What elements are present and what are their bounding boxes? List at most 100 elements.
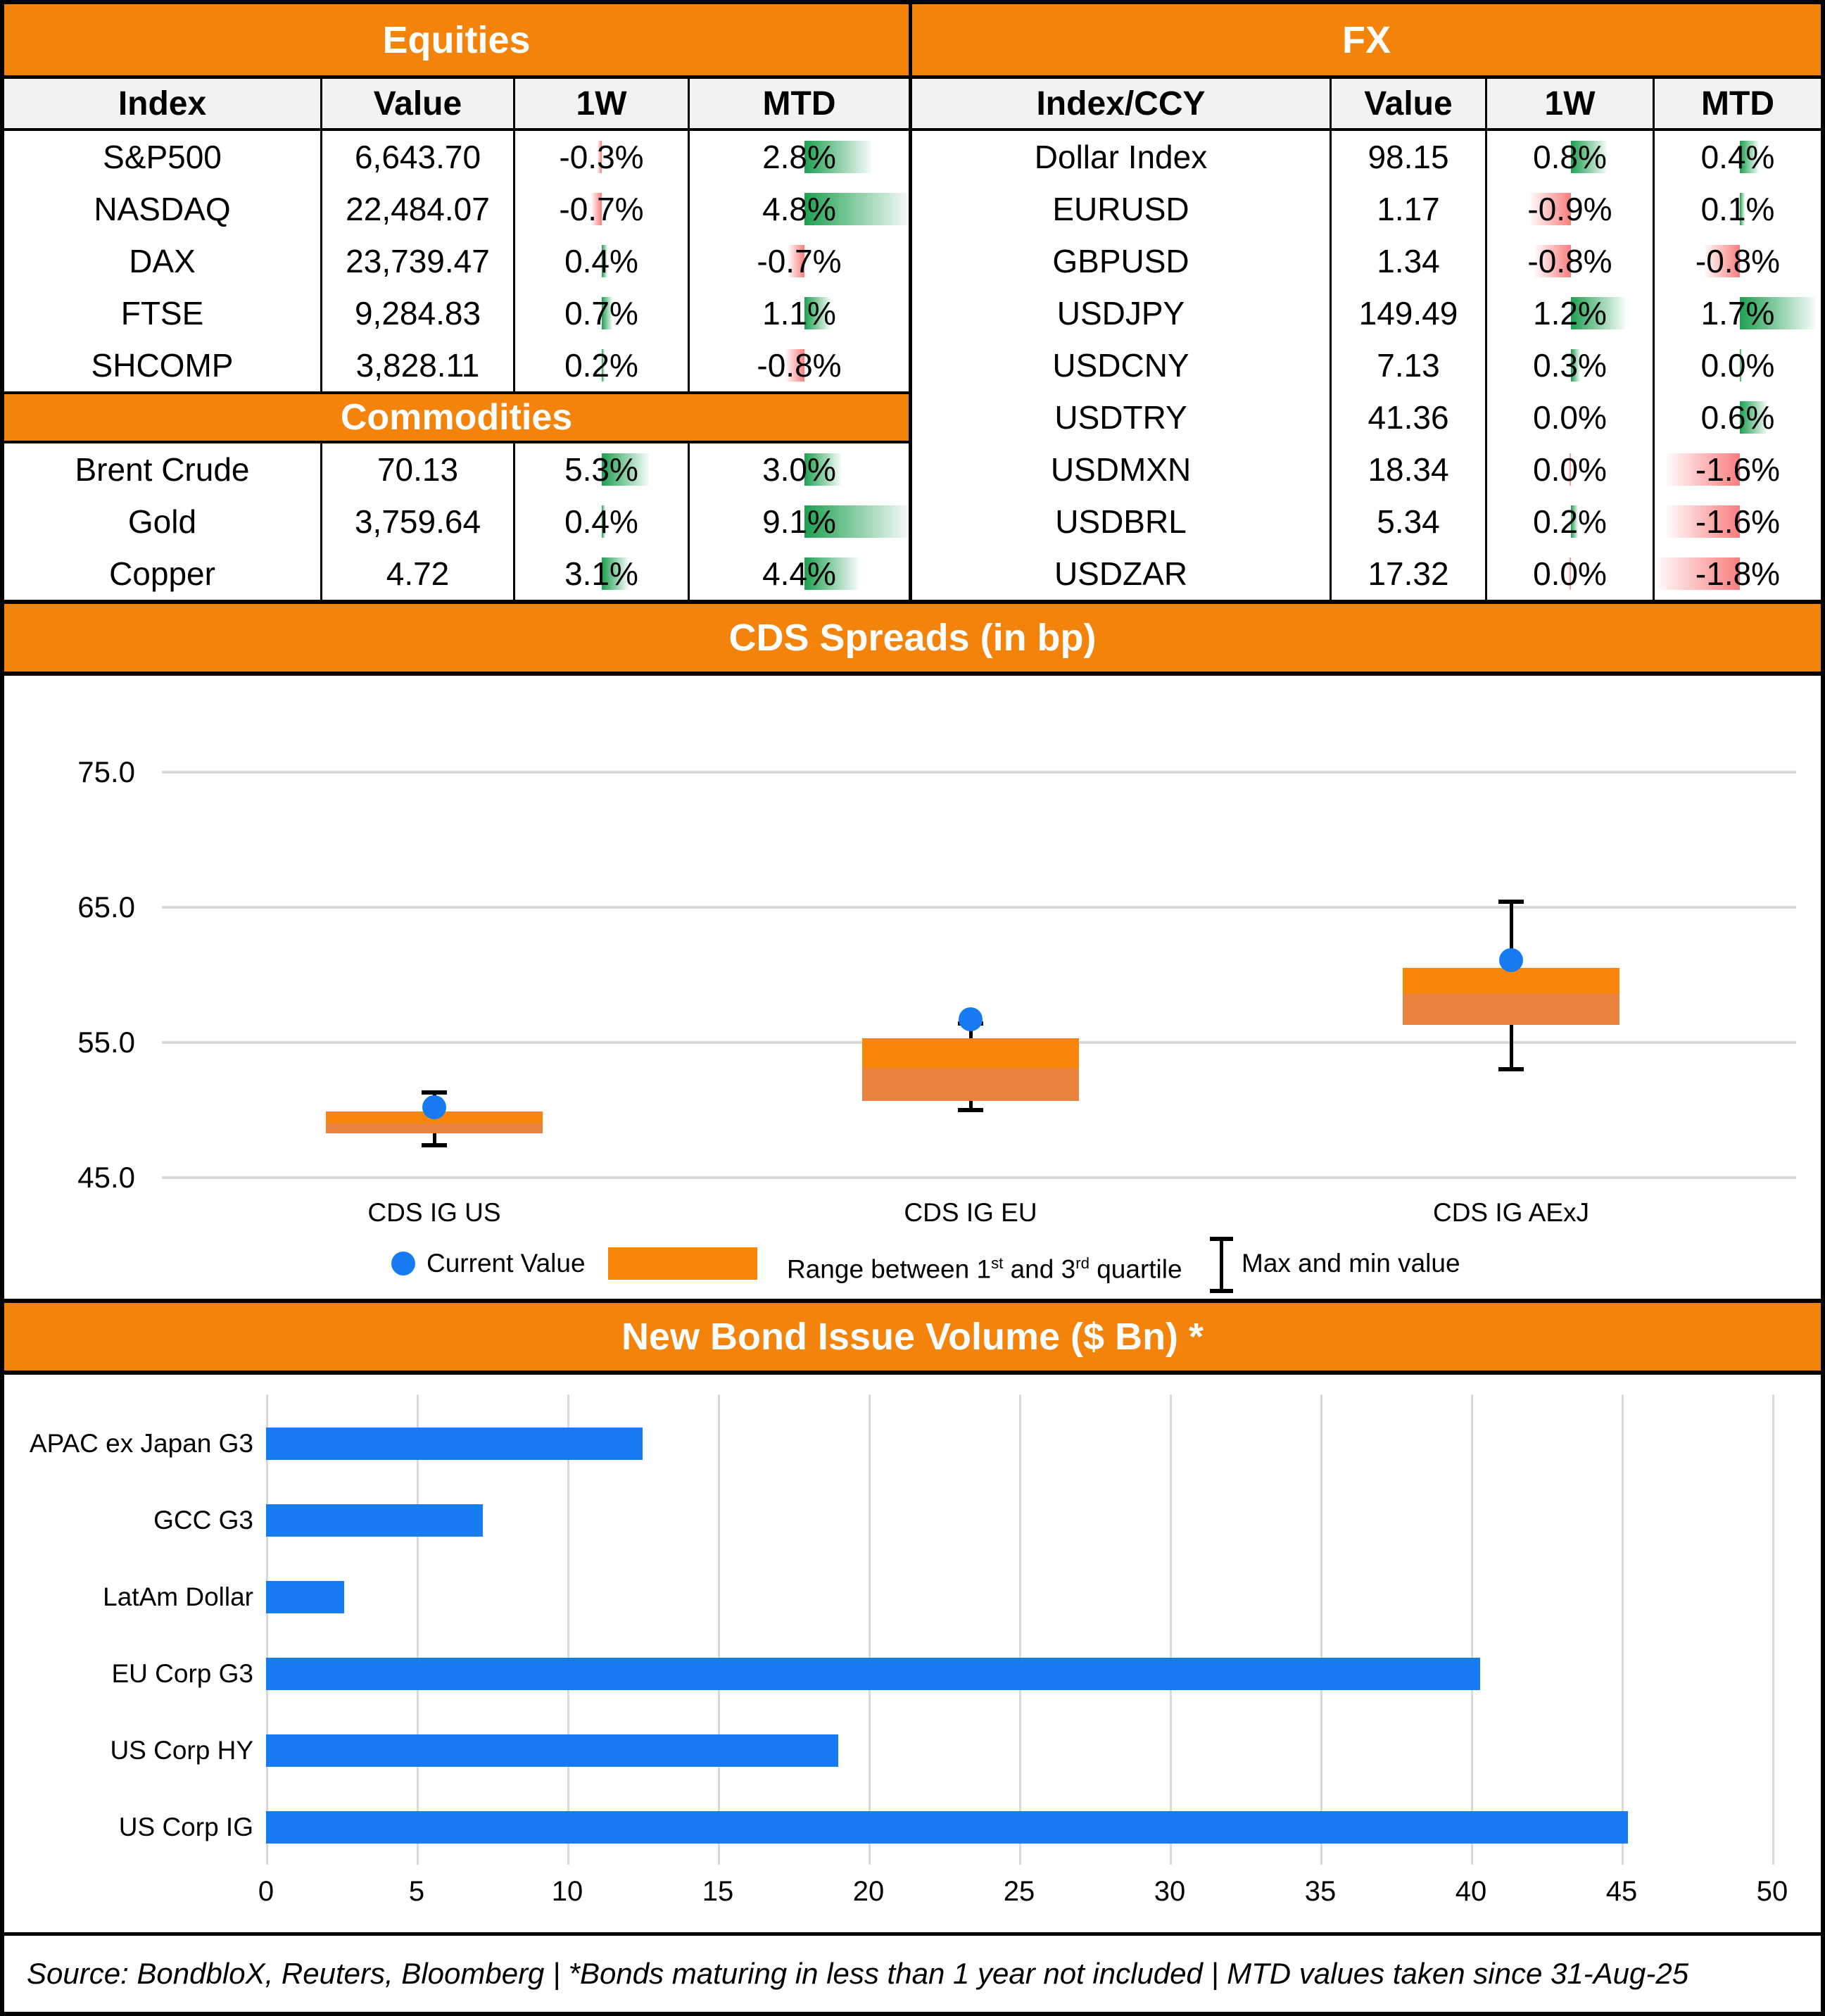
column-header: 1W	[1487, 79, 1655, 128]
y-axis-tick-label: 55.0	[77, 1026, 135, 1059]
percent-cell: 0.3%	[1487, 339, 1655, 391]
instrument-value: 4.72	[322, 548, 515, 600]
table-row: USDCNY 7.13 0.3% 0.0%	[912, 339, 1821, 391]
positive-data-bar	[1571, 141, 1607, 173]
quartile-box-lower	[326, 1123, 543, 1133]
negative-data-bar	[591, 193, 602, 225]
x-axis-tick-label: 15	[702, 1876, 734, 1907]
table-row: USDBRL 5.34 0.2% -1.6%	[912, 496, 1821, 548]
instrument-value: 9,284.83	[322, 287, 515, 339]
percent-cell: 0.4%	[1655, 131, 1821, 183]
column-header: Value	[1332, 79, 1487, 128]
positive-data-bar	[804, 141, 871, 173]
cds-section-header: CDS Spreads (in bp)	[4, 600, 1821, 676]
source-footnote: Source: BondbloX, Reuters, Bloomberg | *…	[4, 1932, 1821, 2012]
percent-cell: -0.7%	[690, 235, 909, 287]
percent-cell: 0.1%	[1655, 183, 1821, 235]
fx-section-header: FX	[912, 4, 1821, 79]
x-gridline	[1170, 1394, 1172, 1865]
percent-value: 9.1%	[762, 503, 836, 540]
instrument-name: USDMXN	[912, 443, 1332, 496]
instrument-value: 23,739.47	[322, 235, 515, 287]
percent-cell: 0.6%	[1655, 391, 1821, 443]
volume-bar	[266, 1428, 643, 1460]
percent-value: -0.8%	[757, 347, 842, 384]
table-row: NASDAQ 22,484.07 -0.7% 4.8%	[4, 183, 909, 235]
percent-cell: 0.4%	[515, 235, 690, 287]
positive-data-bar	[1740, 141, 1759, 173]
column-header: MTD	[762, 84, 836, 122]
x-gridline	[1772, 1394, 1774, 1865]
percent-cell: 9.1%	[690, 496, 909, 548]
instrument-name: USDBRL	[912, 496, 1332, 548]
negative-data-bar	[1667, 453, 1740, 486]
negative-data-bar	[1530, 193, 1571, 225]
equities-commodities-table: Equities Index Value 1W MTD S&P500 6,643.70 -…	[4, 4, 909, 600]
percent-cell: 0.4%	[515, 496, 690, 548]
x-axis-tick-label: 50	[1756, 1876, 1788, 1907]
x-axis-tick-label: 20	[852, 1876, 885, 1907]
min-whisker-line	[1510, 1025, 1513, 1070]
quartile-box-lower	[1403, 993, 1619, 1026]
percent-value: 0.7%	[564, 295, 638, 332]
table-row: Copper 4.72 3.1% 4.4%	[4, 548, 909, 600]
x-axis-tick-label: 5	[408, 1876, 425, 1907]
x-axis-tick-label: 10	[551, 1876, 583, 1907]
table-row: Dollar Index 98.15 0.8% 0.4%	[912, 131, 1821, 183]
negative-data-bar	[1535, 245, 1571, 277]
instrument-value: 22,484.07	[322, 183, 515, 235]
y-axis-tick-label: 75.0	[77, 755, 135, 788]
percent-value: -0.3%	[559, 139, 644, 175]
legend-quartile-range-icon	[608, 1247, 757, 1280]
negative-data-bar	[1569, 557, 1571, 590]
equities-rows: S&P500 6,643.70 -0.3% 2.8% NASDAQ 22,484.07 -0…	[4, 131, 909, 391]
positive-data-bar	[1740, 297, 1815, 329]
positive-data-bar	[1740, 401, 1767, 434]
percent-value: 0.8%	[1533, 139, 1607, 175]
current-value-dot	[959, 1007, 983, 1032]
negative-data-bar	[1667, 505, 1740, 538]
x-gridline	[869, 1394, 871, 1865]
x-gridline	[1622, 1394, 1624, 1865]
instrument-value: 1.17	[1332, 183, 1487, 235]
percent-cell: 1.1%	[690, 287, 909, 339]
percent-value: 4.4%	[762, 555, 836, 592]
positive-data-bar	[602, 297, 612, 329]
percent-cell: 0.0%	[1655, 339, 1821, 391]
fx-rows: Dollar Index 98.15 0.8% 0.4% EURUSD 1.17 -0.9%…	[912, 131, 1821, 600]
table-row: USDJPY 149.49 1.2% 1.7%	[912, 287, 1821, 339]
box-category-label: CDS IG EU	[904, 1198, 1037, 1227]
instrument-value: 7.13	[1332, 339, 1487, 391]
bar-category-label: US Corp HY	[110, 1736, 253, 1765]
percent-value: 0.4%	[564, 503, 638, 540]
percent-cell: -0.9%	[1487, 183, 1655, 235]
x-axis-tick-label: 40	[1455, 1876, 1487, 1907]
x-axis-tick-label: 45	[1605, 1876, 1638, 1907]
table-row: FTSE 9,284.83 0.7% 1.1%	[4, 287, 909, 339]
positive-data-bar	[804, 193, 909, 225]
percent-value: 1.1%	[762, 295, 836, 332]
percent-cell: 0.0%	[1487, 548, 1655, 600]
fx-table: FX Index/CCY Value 1W MTD Dollar Index 98.15…	[909, 4, 1821, 600]
negative-data-bar	[785, 349, 804, 382]
percent-value: 3.1%	[564, 555, 638, 592]
percent-cell: 4.4%	[690, 548, 909, 600]
percent-cell: 0.2%	[515, 339, 690, 391]
instrument-name: S&P500	[4, 131, 322, 183]
percent-value: 0.0%	[1533, 399, 1607, 436]
instrument-name: Gold	[4, 496, 322, 548]
percent-value: 0.4%	[564, 243, 638, 279]
instrument-value: 1.34	[1332, 235, 1487, 287]
instrument-value: 17.32	[1332, 548, 1487, 600]
instrument-name: EURUSD	[912, 183, 1332, 235]
negative-data-bar	[598, 141, 602, 173]
percent-cell: -0.8%	[1655, 235, 1821, 287]
instrument-value: 70.13	[322, 443, 515, 496]
percent-value: 3.0%	[762, 451, 836, 488]
instrument-name: USDCNY	[912, 339, 1332, 391]
x-gridline	[266, 1394, 268, 1865]
percent-value: -1.6%	[1695, 451, 1781, 488]
table-row: USDTRY 41.36 0.0% 0.6%	[912, 391, 1821, 443]
positive-data-bar	[1571, 297, 1625, 329]
percent-cell: 4.8%	[690, 183, 909, 235]
